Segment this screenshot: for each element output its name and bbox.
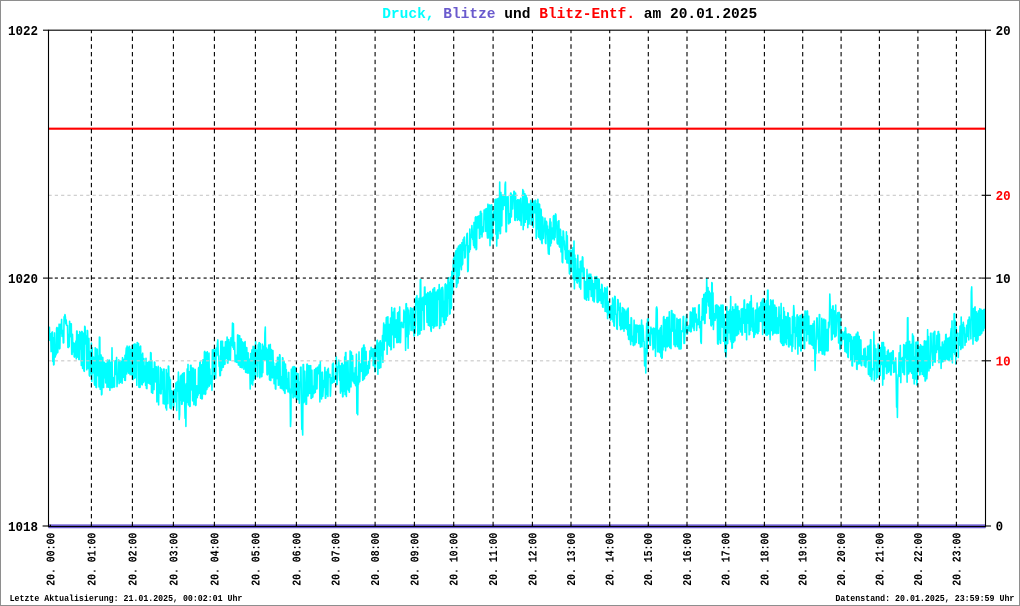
svg-text:20. 22:00: 20. 22:00 xyxy=(912,533,926,586)
svg-text:Datenstand: 20.01.2025, 23:59:: Datenstand: 20.01.2025, 23:59:59 Uhr xyxy=(835,593,1014,604)
svg-text:am 20.01.2025: am 20.01.2025 xyxy=(644,7,757,23)
svg-text:20: 20 xyxy=(996,190,1011,205)
svg-text:20. 12:00: 20. 12:00 xyxy=(526,533,540,586)
svg-text:20. 19:00: 20. 19:00 xyxy=(797,533,811,586)
svg-text:20. 07:00: 20. 07:00 xyxy=(330,533,344,586)
svg-text:20. 05:00: 20. 05:00 xyxy=(249,533,263,586)
svg-text:und: und xyxy=(504,7,530,23)
svg-text:Letzte Aktualisierung: 21.01.2: Letzte Aktualisierung: 21.01.2025, 00:02… xyxy=(10,593,243,604)
svg-text:20. 03:00: 20. 03:00 xyxy=(167,533,181,586)
svg-text:20. 14:00: 20. 14:00 xyxy=(604,533,618,586)
svg-text:1022: 1022 xyxy=(8,25,38,40)
svg-text:Druck,: Druck, xyxy=(382,7,434,23)
svg-text:20. 16:00: 20. 16:00 xyxy=(681,533,695,586)
svg-text:20. 10:00: 20. 10:00 xyxy=(448,533,462,586)
svg-text:20. 08:00: 20. 08:00 xyxy=(369,533,383,586)
svg-text:Blitz-Entf.: Blitz-Entf. xyxy=(539,7,635,23)
svg-text:20. 02:00: 20. 02:00 xyxy=(126,533,140,586)
svg-text:20. 15:00: 20. 15:00 xyxy=(642,533,656,586)
svg-text:20. 09:00: 20. 09:00 xyxy=(408,533,422,586)
svg-text:10: 10 xyxy=(996,355,1011,370)
svg-text:Blitze: Blitze xyxy=(443,7,495,23)
svg-text:20. 17:00: 20. 17:00 xyxy=(720,533,734,586)
svg-text:0: 0 xyxy=(996,521,1004,536)
svg-text:1018: 1018 xyxy=(8,521,38,536)
svg-text:20. 23:00: 20. 23:00 xyxy=(950,533,964,586)
svg-text:20: 20 xyxy=(996,25,1011,40)
svg-text:20. 21:00: 20. 21:00 xyxy=(873,533,887,586)
svg-text:20. 11:00: 20. 11:00 xyxy=(487,533,501,586)
svg-text:20. 01:00: 20. 01:00 xyxy=(85,533,99,586)
svg-text:20. 06:00: 20. 06:00 xyxy=(290,533,304,586)
svg-text:20. 18:00: 20. 18:00 xyxy=(758,533,772,586)
svg-text:20. 13:00: 20. 13:00 xyxy=(565,533,579,586)
svg-text:20. 00:00: 20. 00:00 xyxy=(44,533,58,586)
svg-text:1020: 1020 xyxy=(8,273,38,288)
svg-text:10: 10 xyxy=(996,273,1011,288)
svg-text:20. 04:00: 20. 04:00 xyxy=(208,533,222,586)
svg-text:20. 20:00: 20. 20:00 xyxy=(835,533,849,586)
